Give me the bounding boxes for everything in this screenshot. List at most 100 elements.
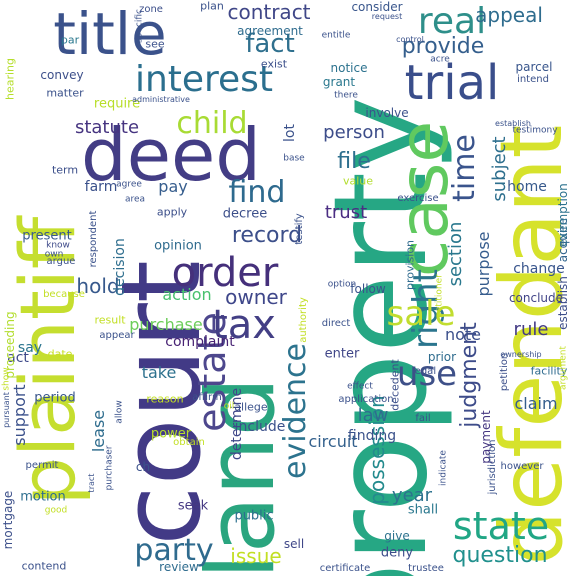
word: trial	[404, 55, 500, 111]
word: ch	[135, 460, 151, 474]
word: agreement	[237, 24, 303, 38]
word: oil	[223, 401, 235, 412]
word: control	[396, 35, 424, 44]
word: entitle	[321, 30, 351, 41]
word: record	[231, 223, 303, 248]
word: contend	[21, 559, 67, 573]
word: because	[43, 289, 85, 300]
word: decree	[222, 206, 268, 222]
word: action	[162, 285, 212, 304]
word: enter	[324, 346, 360, 362]
word: include	[234, 419, 286, 435]
word: question	[452, 543, 548, 568]
word: support	[10, 384, 29, 446]
word: provision	[403, 239, 417, 291]
word: reason	[146, 392, 184, 406]
word: evidence	[278, 342, 313, 480]
word: intend	[517, 74, 549, 85]
word: present	[22, 228, 72, 244]
word: pursuant	[2, 392, 11, 428]
word: zone	[139, 4, 163, 15]
word: year	[391, 485, 433, 506]
word: petitioner	[434, 274, 445, 318]
word: purchase	[129, 315, 203, 334]
word: interest	[134, 59, 274, 100]
word: law	[357, 405, 389, 426]
word: date	[47, 347, 73, 361]
word: tax	[212, 302, 276, 348]
word: real	[417, 1, 487, 42]
word: seek	[177, 498, 209, 514]
word: deny	[380, 545, 414, 561]
word: indicate	[438, 450, 449, 486]
word: application	[338, 394, 394, 405]
word: certificate	[319, 563, 371, 574]
word: specific	[134, 8, 145, 44]
word: file	[337, 149, 371, 174]
word: period	[34, 390, 76, 406]
word: trustee	[408, 563, 444, 574]
word: appear	[99, 330, 135, 341]
word: acre	[430, 54, 450, 65]
word: power	[150, 426, 192, 442]
word: time	[447, 134, 482, 202]
word: public	[234, 508, 274, 524]
word: allege	[234, 400, 268, 414]
word: prior	[427, 350, 457, 364]
word: state	[452, 504, 550, 548]
word: base	[283, 153, 305, 164]
word: finding	[347, 428, 397, 444]
word: good	[44, 505, 68, 516]
word: request	[371, 12, 403, 21]
word: hearing	[3, 57, 17, 101]
word: circuit	[308, 432, 358, 451]
word: owner	[225, 285, 287, 309]
word: opinion	[154, 238, 202, 254]
word: matter	[46, 86, 84, 100]
word: take	[141, 363, 177, 382]
word: hold	[76, 274, 120, 298]
word: pay	[158, 177, 188, 196]
word: child	[176, 106, 248, 141]
word: argue	[46, 256, 76, 267]
word: own	[44, 249, 64, 260]
word: allow	[114, 400, 125, 424]
word: motion	[20, 489, 66, 505]
word: use	[396, 354, 458, 394]
word: follow	[350, 282, 386, 296]
word: provide	[401, 34, 485, 59]
word: statute	[74, 117, 140, 138]
word: exemption	[556, 183, 570, 247]
word: permit	[25, 460, 59, 471]
word: value	[342, 174, 374, 188]
word: involve	[365, 106, 409, 120]
word: contract	[227, 0, 311, 24]
word: legal	[411, 366, 437, 377]
word: fact	[245, 29, 295, 59]
word: require	[93, 96, 141, 112]
word: affirm	[192, 392, 222, 403]
word: note	[444, 325, 482, 344]
word: section	[445, 221, 466, 287]
word: conclude	[508, 291, 564, 305]
word: consider	[351, 0, 403, 14]
word: see	[145, 37, 165, 51]
word: review	[159, 560, 199, 574]
word: trust	[324, 202, 368, 223]
word: facility	[530, 364, 568, 378]
word: decision	[112, 238, 128, 296]
word: effect	[347, 381, 373, 392]
word: option	[327, 279, 357, 290]
word: par	[60, 33, 80, 47]
word: determine	[229, 387, 245, 461]
word: fail	[415, 413, 431, 424]
word: mortgage	[1, 490, 15, 550]
word: plan	[200, 0, 224, 13]
word: person	[323, 122, 385, 143]
word: rule	[513, 319, 549, 340]
word: parcel	[515, 60, 553, 74]
word: ownership	[500, 350, 542, 359]
word: authority	[298, 297, 309, 343]
word: home	[507, 179, 547, 195]
word: purchaser	[104, 445, 115, 491]
